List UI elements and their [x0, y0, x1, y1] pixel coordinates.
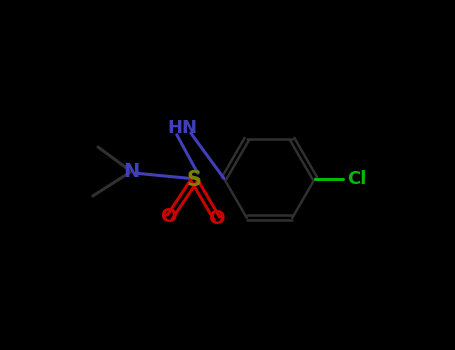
Text: HN: HN	[167, 119, 197, 137]
Text: O: O	[162, 208, 178, 226]
Text: N: N	[123, 162, 139, 181]
Text: S: S	[187, 170, 202, 190]
Text: Cl: Cl	[347, 169, 367, 188]
Text: O: O	[209, 209, 225, 228]
